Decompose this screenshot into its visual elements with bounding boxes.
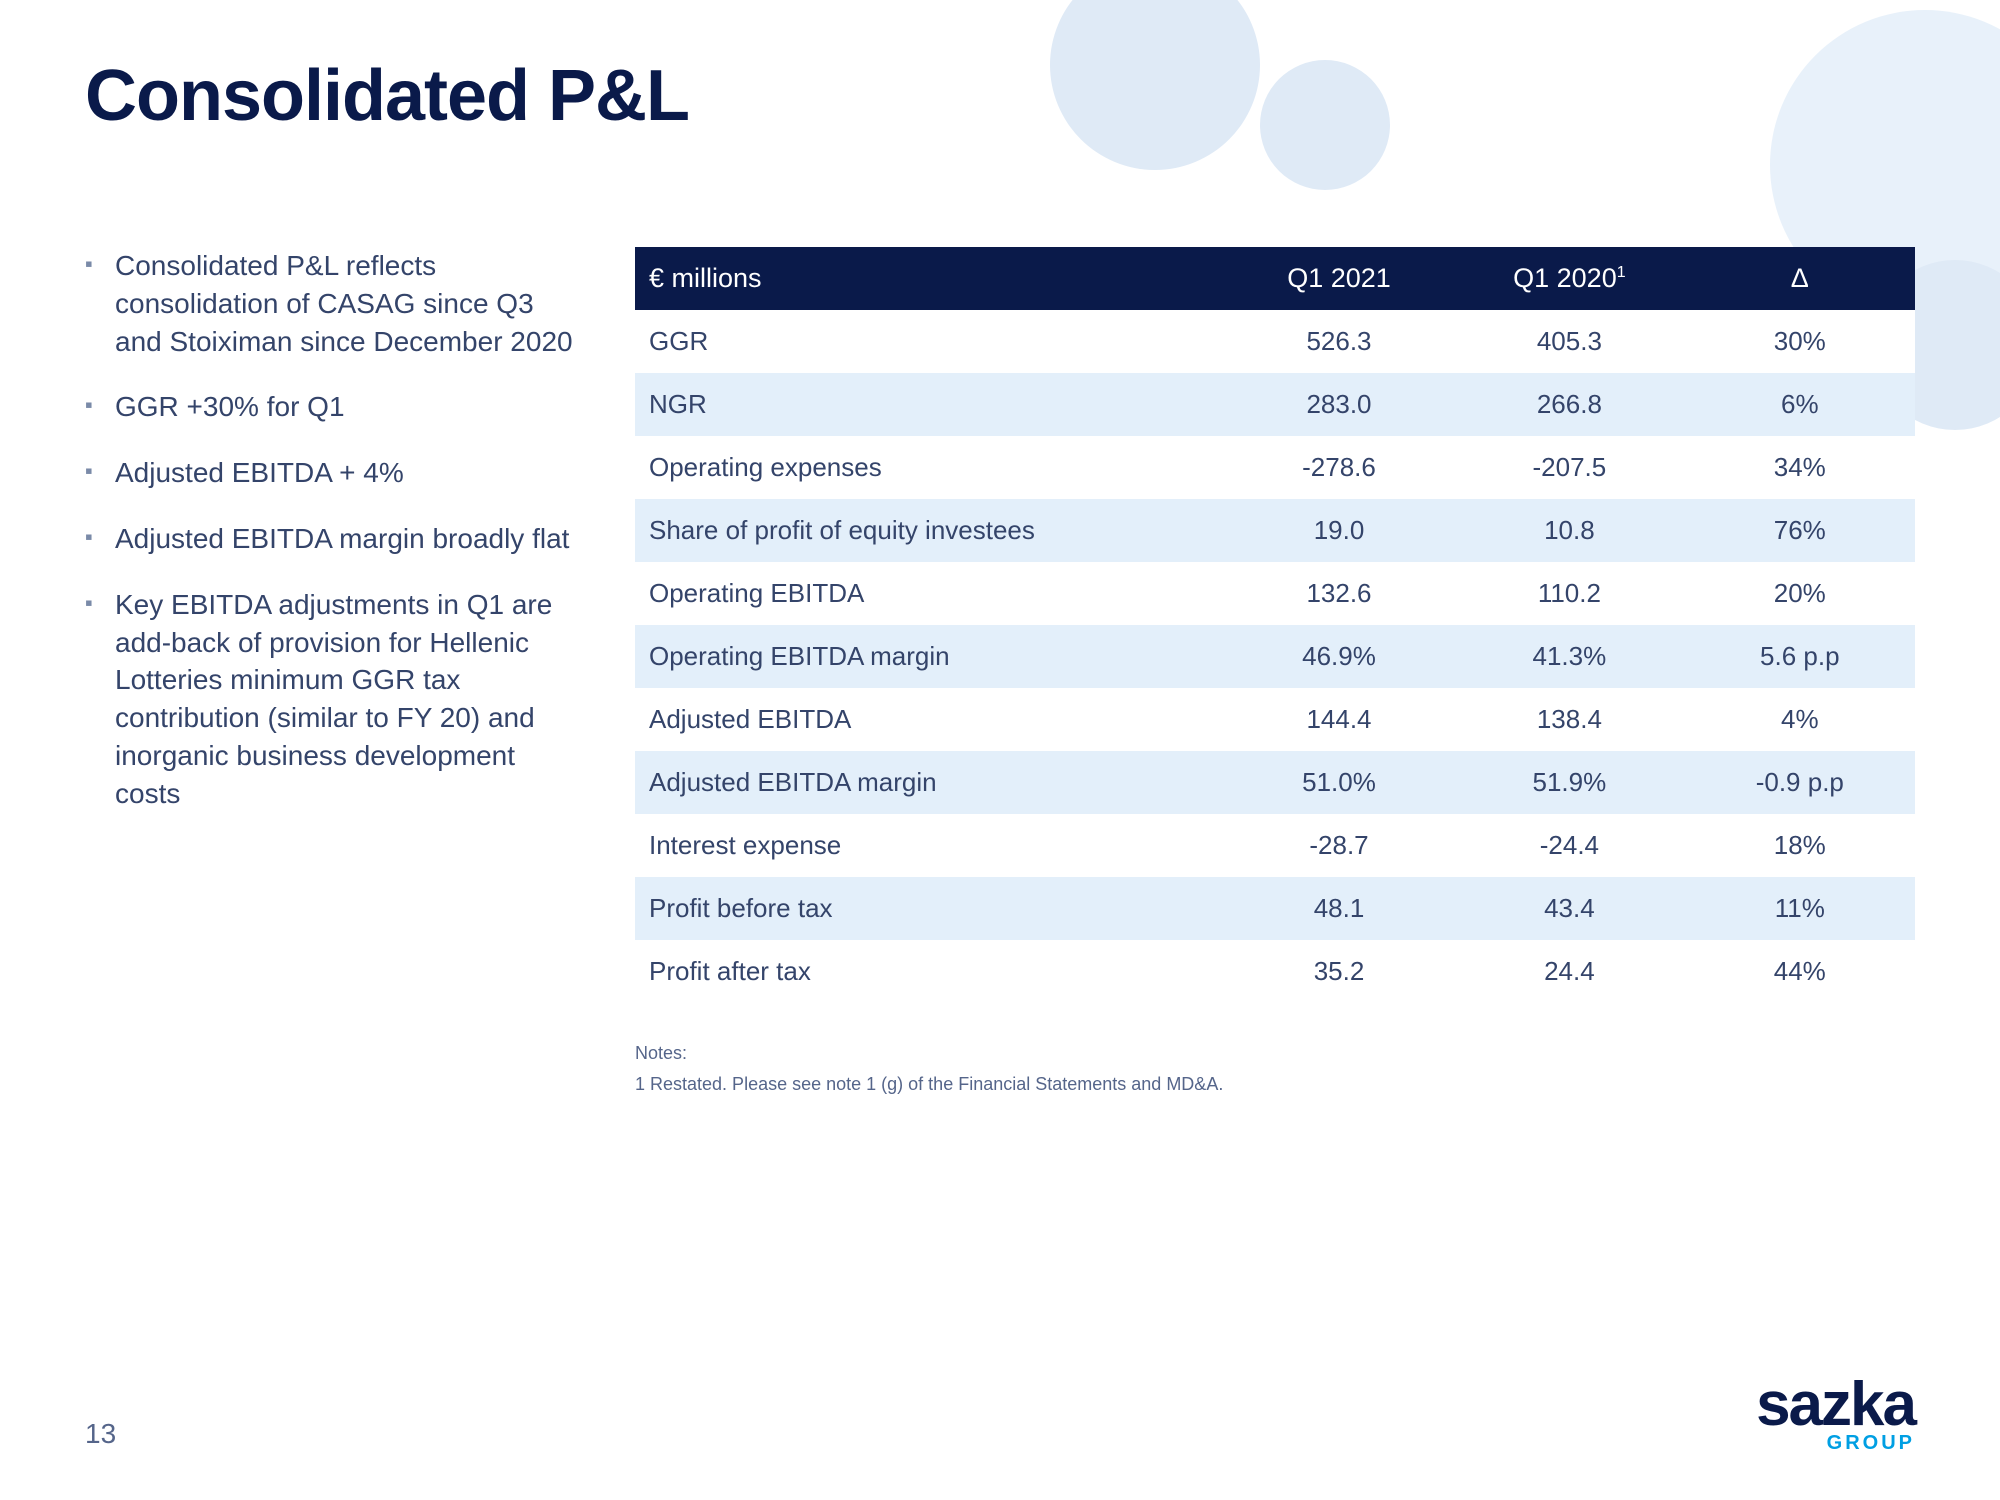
th-q1-2021: Q1 2021 [1224, 247, 1454, 310]
cell-value: 144.4 [1224, 688, 1454, 751]
cell-value: 41.3% [1454, 625, 1684, 688]
th-q1-2020: Q1 20201 [1454, 247, 1684, 310]
table-row: Operating EBITDA margin46.9%41.3%5.6 p.p [635, 625, 1915, 688]
page-title: Consolidated P&L [85, 55, 1915, 137]
content-row: Consolidated P&L reflects consolidation … [85, 247, 1915, 1105]
notes-heading: Notes: [635, 1043, 1915, 1064]
cell-value: 46.9% [1224, 625, 1454, 688]
cell-value: 51.0% [1224, 751, 1454, 814]
cell-value: 4% [1685, 688, 1915, 751]
table-body: GGR526.3405.330%NGR283.0266.86%Operating… [635, 310, 1915, 1003]
notes-line-1: 1 Restated. Please see note 1 (g) of the… [635, 1074, 1915, 1095]
cell-value: 138.4 [1454, 688, 1684, 751]
cell-value: -24.4 [1454, 814, 1684, 877]
bullet-item: GGR +30% for Q1 [85, 388, 585, 426]
cell-label: GGR [635, 310, 1224, 373]
cell-value: 132.6 [1224, 562, 1454, 625]
cell-value: 51.9% [1454, 751, 1684, 814]
pl-table: € millions Q1 2021 Q1 20201 Δ GGR526.340… [635, 247, 1915, 1003]
table-row: Operating expenses-278.6-207.534% [635, 436, 1915, 499]
cell-value: 11% [1685, 877, 1915, 940]
page-number: 13 [85, 1418, 116, 1450]
cell-label: Operating expenses [635, 436, 1224, 499]
table-row: Operating EBITDA132.6110.220% [635, 562, 1915, 625]
cell-value: 10.8 [1454, 499, 1684, 562]
table-row: Adjusted EBITDA margin51.0%51.9%-0.9 p.p [635, 751, 1915, 814]
cell-value: 34% [1685, 436, 1915, 499]
table-row: Profit before tax48.143.411% [635, 877, 1915, 940]
cell-label: Adjusted EBITDA [635, 688, 1224, 751]
cell-label: Profit before tax [635, 877, 1224, 940]
table-header-row: € millions Q1 2021 Q1 20201 Δ [635, 247, 1915, 310]
table-row: GGR526.3405.330% [635, 310, 1915, 373]
cell-label: Operating EBITDA [635, 562, 1224, 625]
cell-value: 6% [1685, 373, 1915, 436]
cell-value: 283.0 [1224, 373, 1454, 436]
bullet-list: Consolidated P&L reflects consolidation … [85, 247, 585, 813]
cell-value: 24.4 [1454, 940, 1684, 1003]
table-row: Profit after tax35.224.444% [635, 940, 1915, 1003]
th-q1-2020-text: Q1 2020 [1513, 263, 1617, 293]
table-column: € millions Q1 2021 Q1 20201 Δ GGR526.340… [635, 247, 1915, 1105]
th-metric: € millions [635, 247, 1224, 310]
cell-value: -278.6 [1224, 436, 1454, 499]
cell-label: Interest expense [635, 814, 1224, 877]
bullet-item: Consolidated P&L reflects consolidation … [85, 247, 585, 360]
cell-value: 44% [1685, 940, 1915, 1003]
cell-value: 76% [1685, 499, 1915, 562]
cell-label: Adjusted EBITDA margin [635, 751, 1224, 814]
cell-value: 48.1 [1224, 877, 1454, 940]
cell-label: Operating EBITDA margin [635, 625, 1224, 688]
cell-value: 526.3 [1224, 310, 1454, 373]
cell-label: Profit after tax [635, 940, 1224, 1003]
cell-value: -0.9 p.p [1685, 751, 1915, 814]
cell-value: 43.4 [1454, 877, 1684, 940]
cell-value: 5.6 p.p [1685, 625, 1915, 688]
table-row: Share of profit of equity investees19.01… [635, 499, 1915, 562]
cell-value: 266.8 [1454, 373, 1684, 436]
bullet-column: Consolidated P&L reflects consolidation … [85, 247, 585, 1105]
cell-label: Share of profit of equity investees [635, 499, 1224, 562]
cell-label: NGR [635, 373, 1224, 436]
cell-value: 405.3 [1454, 310, 1684, 373]
cell-value: 30% [1685, 310, 1915, 373]
bullet-item: Key EBITDA adjustments in Q1 are add-bac… [85, 586, 585, 813]
cell-value: 19.0 [1224, 499, 1454, 562]
cell-value: 110.2 [1454, 562, 1684, 625]
th-delta: Δ [1685, 247, 1915, 310]
th-q1-2020-sup: 1 [1617, 264, 1626, 281]
cell-value: -207.5 [1454, 436, 1684, 499]
cell-value: 20% [1685, 562, 1915, 625]
cell-value: 35.2 [1224, 940, 1454, 1003]
table-row: Adjusted EBITDA144.4138.44% [635, 688, 1915, 751]
table-row: NGR283.0266.86% [635, 373, 1915, 436]
logo-main-text: sazka [1756, 1379, 1915, 1432]
cell-value: -28.7 [1224, 814, 1454, 877]
table-row: Interest expense-28.7-24.418% [635, 814, 1915, 877]
bullet-item: Adjusted EBITDA margin broadly flat [85, 520, 585, 558]
notes-block: Notes: 1 Restated. Please see note 1 (g)… [635, 1043, 1915, 1095]
cell-value: 18% [1685, 814, 1915, 877]
logo: sazka GROUP [1756, 1379, 1915, 1455]
slide: Consolidated P&L Consolidated P&L reflec… [0, 0, 2000, 1500]
bullet-item: Adjusted EBITDA + 4% [85, 454, 585, 492]
